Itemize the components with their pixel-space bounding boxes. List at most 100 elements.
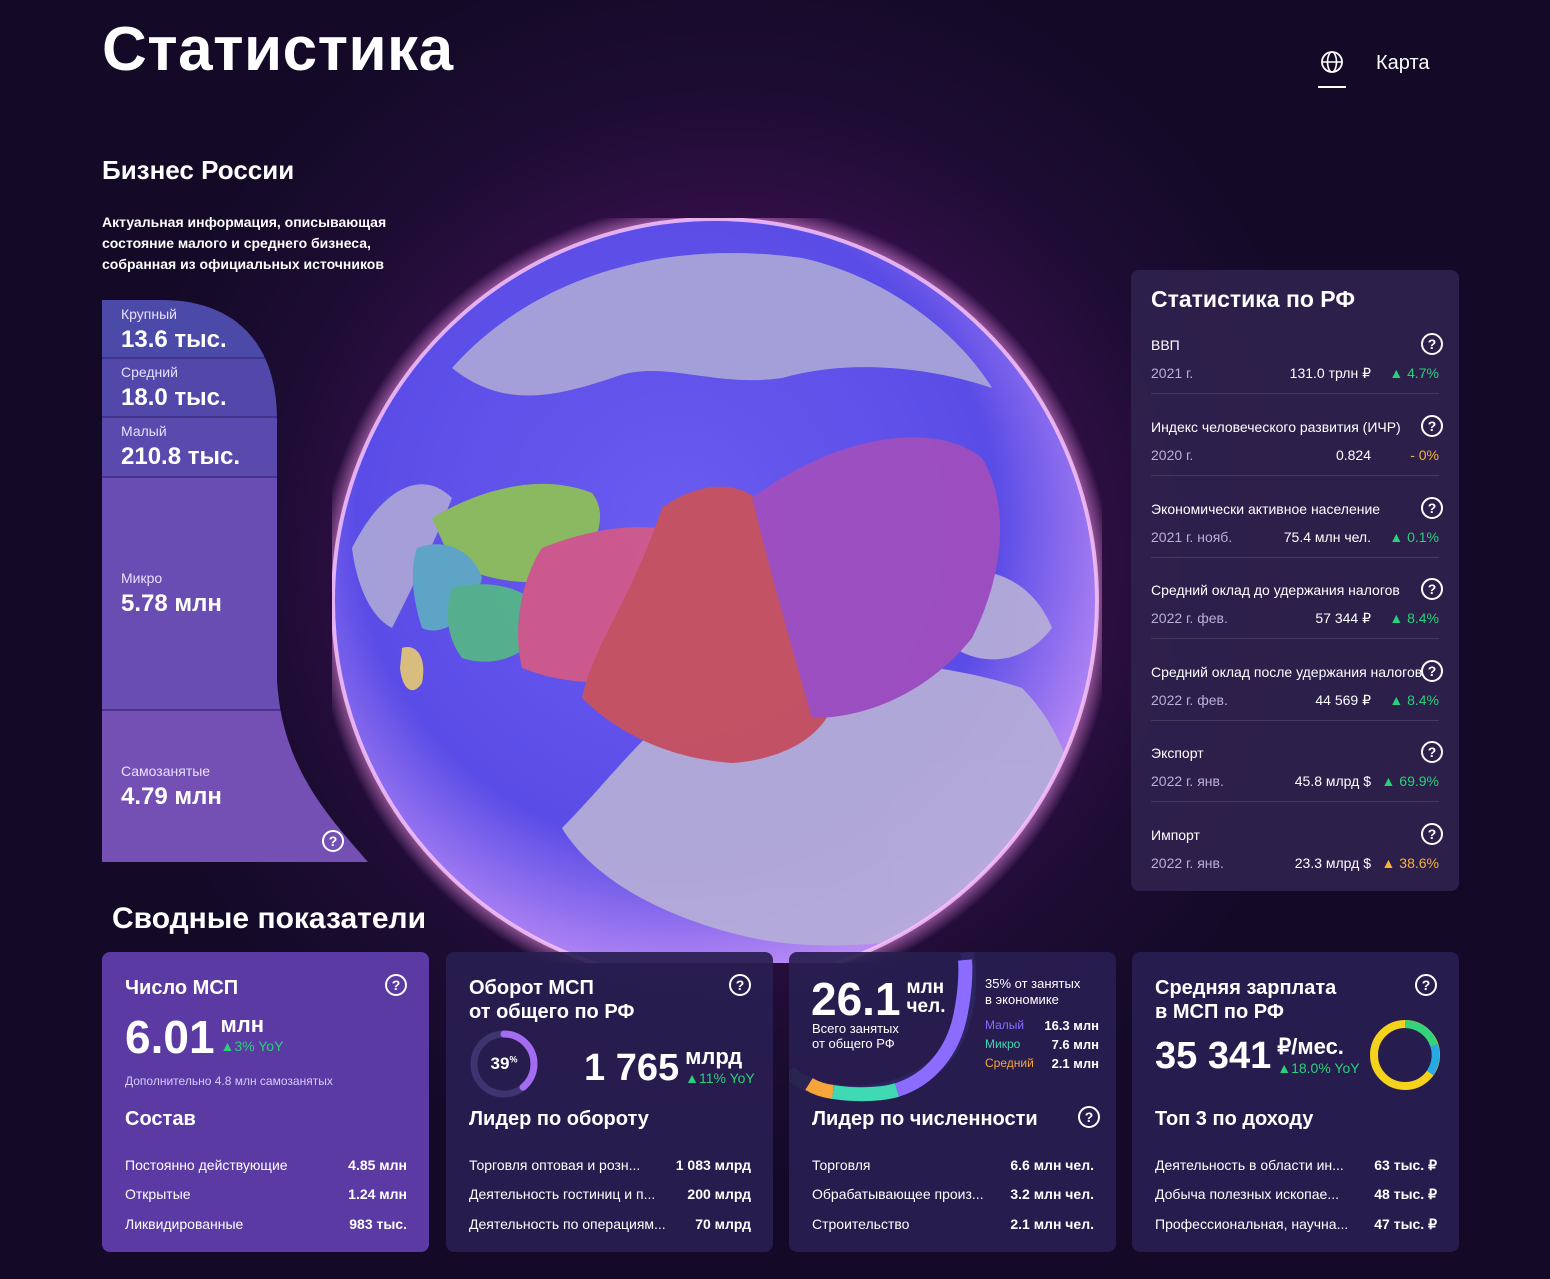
rf-stat-row-import: Импорт ? 2022 г. янв. 23.3 млрд $ ▲ 38.6… [1151, 823, 1443, 907]
salary-unit: ₽/мес. [1277, 1034, 1344, 1059]
map-link[interactable]: Карта [1376, 51, 1430, 74]
rf-stat-value: 23.3 млрд $ [1294, 855, 1371, 871]
rf-stat-date: 2022 г. фев. [1151, 692, 1228, 708]
funnel-item-selfemployed: Самозанятые 4.79 млн [121, 763, 222, 811]
list-value: 63 тыс. ₽ [1374, 1157, 1437, 1173]
salary-value: 35 341 [1155, 1035, 1272, 1077]
list-label: Обрабатывающее произ... [812, 1186, 984, 1202]
help-icon[interactable]: ? [1421, 415, 1443, 437]
help-icon[interactable]: ? [1421, 741, 1443, 763]
list-item: Деятельность в области ин... 63 тыс. ₽ [1155, 1157, 1437, 1174]
list-label: Торговля [812, 1157, 871, 1173]
rf-stat-name: Экспорт [1151, 745, 1204, 761]
rf-stat-value: 0.824 [1335, 447, 1371, 463]
msp-count-value: 6.01 [125, 1011, 215, 1063]
page-title: Статистика [102, 15, 454, 84]
card-msp-turnover: Оборот МСП от общего по РФ ? 39% 1 765 м… [446, 952, 773, 1252]
turnover-yoy: ▲11% YoY [685, 1070, 755, 1086]
help-icon[interactable]: ? [1421, 823, 1443, 845]
breakdown-row-medium: Средний 2.1 млн [985, 1056, 1099, 1075]
employment-arc-chart [789, 952, 977, 1102]
funnel-value: 210.8 тыс. [121, 443, 240, 470]
list-label: Открытые [125, 1186, 191, 1202]
employment-breakdown: Малый 16.3 млн Микро 7.6 млн Средний 2.1… [985, 1018, 1099, 1075]
rf-stats-panel: Статистика по РФ ВВП ? 2021 г. 131.0 трл… [1131, 270, 1459, 891]
ring-arc [470, 1030, 538, 1098]
funnel-value: 13.6 тыс. [121, 326, 227, 353]
list-label: Деятельность в области ин... [1155, 1157, 1344, 1173]
rf-stat-value: 75.4 млн чел. [1283, 529, 1371, 545]
rf-stat-row-gdp: ВВП ? 2021 г. 131.0 трлн ₽ ▲ 4.7% [1151, 333, 1443, 417]
salary-value-group: 35 341 ₽/мес. ▲18.0% YoY [1155, 1034, 1360, 1078]
breakdown-label: Микро [985, 1037, 1021, 1051]
ring-segment [1404, 1020, 1438, 1047]
help-icon[interactable]: ? [1415, 974, 1437, 996]
breakdown-row-micro: Микро 7.6 млн [985, 1037, 1099, 1056]
salary-yoy: ▲18.0% YoY [1277, 1060, 1360, 1076]
arc-segment-medium [805, 1077, 834, 1099]
card-title: Оборот МСП от общего по РФ [469, 976, 634, 1024]
help-icon[interactable]: ? [1421, 660, 1443, 682]
globe-icon [1321, 51, 1343, 73]
business-russia-title: Бизнес России [102, 155, 295, 185]
rf-stat-value: 45.8 млрд $ [1294, 773, 1371, 789]
help-icon[interactable]: ? [1421, 333, 1443, 355]
business-russia-description: Актуальная информация, описывающая состо… [102, 214, 387, 272]
employment-unit: чел. [906, 996, 946, 1017]
employment-unit: млн [906, 977, 945, 998]
turnover-unit: млрд [685, 1044, 743, 1069]
breakdown-label: Малый [985, 1018, 1025, 1032]
list-value: 1.24 млн [348, 1186, 407, 1202]
share-line: в экономике [985, 992, 1059, 1007]
funnel-item-large: Крупный 13.6 тыс. [121, 306, 227, 354]
rf-stat-delta: - 0% [1410, 447, 1439, 463]
help-icon[interactable]: ? [1421, 578, 1443, 600]
list-label: Профессиональная, научна... [1155, 1216, 1349, 1232]
rf-stat-delta: ▲ 4.7% [1389, 365, 1439, 381]
ring-chart [470, 1030, 538, 1098]
list-item: Открытые 1.24 млн [125, 1186, 407, 1202]
share-line: 35% от занятых [985, 976, 1081, 991]
list-item: Строительство 2.1 млн чел. [812, 1216, 1094, 1232]
rf-stat-value: 131.0 трлн ₽ [1289, 365, 1371, 381]
divider [1151, 720, 1439, 721]
divider [1151, 557, 1439, 558]
list-item: Добыча полезных ископае... 48 тыс. ₽ [1155, 1186, 1437, 1203]
list-label: Строительство [812, 1216, 910, 1232]
salary-ring-chart [1370, 1020, 1440, 1090]
card-title: Число МСП [125, 977, 239, 999]
list-label: Деятельность по операциям... [469, 1216, 666, 1232]
rf-stat-row-export: Экспорт ? 2022 г. янв. 45.8 млрд $ ▲ 69.… [1151, 741, 1443, 825]
arc-segment-micro [831, 1083, 900, 1102]
help-icon[interactable]: ? [385, 974, 407, 996]
funnel-label: Средний [121, 364, 178, 380]
msp-count-yoy: ▲3% YoY [220, 1038, 284, 1054]
globe-view-button[interactable] [1318, 48, 1346, 88]
list-value: 1 083 млрд [675, 1157, 751, 1173]
help-icon[interactable]: ? [1078, 1106, 1100, 1128]
turnover-share-value: 39 [490, 1054, 510, 1073]
help-icon[interactable]: ? [729, 974, 751, 996]
card-subtitle: Топ 3 по доходу [1155, 1108, 1314, 1130]
card-average-salary: Средняя зарплата в МСП по РФ ? 35 341 ₽/… [1132, 952, 1459, 1252]
list-value: 2.1 млн чел. [1010, 1216, 1094, 1232]
help-icon[interactable]: ? [1421, 497, 1443, 519]
funnel-label: Малый [121, 423, 167, 439]
ring-segment [1426, 1043, 1440, 1076]
rf-stat-delta: ▲ 0.1% [1389, 529, 1439, 545]
russia-globe-map[interactable] [315, 201, 1115, 1001]
msp-count-value-group: 6.01 млн ▲3% YoY [125, 1010, 283, 1064]
funnel-label: Крупный [121, 306, 177, 322]
list-item: Ликвидированные 983 тыс. [125, 1216, 407, 1232]
rf-stat-delta: ▲ 8.4% [1389, 692, 1439, 708]
funnel-item-micro: Микро 5.78 млн [121, 570, 222, 618]
help-icon[interactable]: ? [322, 830, 344, 852]
list-value: 47 тыс. ₽ [1374, 1216, 1437, 1232]
employment-value-group: 26.1 млн чел. [811, 972, 945, 1026]
rf-stat-delta: ▲ 69.9% [1381, 773, 1439, 789]
divider [1151, 801, 1439, 802]
rf-stat-date: 2021 г. нояб. [1151, 529, 1233, 545]
rf-stat-date: 2022 г. янв. [1151, 855, 1224, 871]
breakdown-row-small: Малый 16.3 млн [985, 1018, 1099, 1037]
globe-graphic [315, 201, 1115, 1001]
